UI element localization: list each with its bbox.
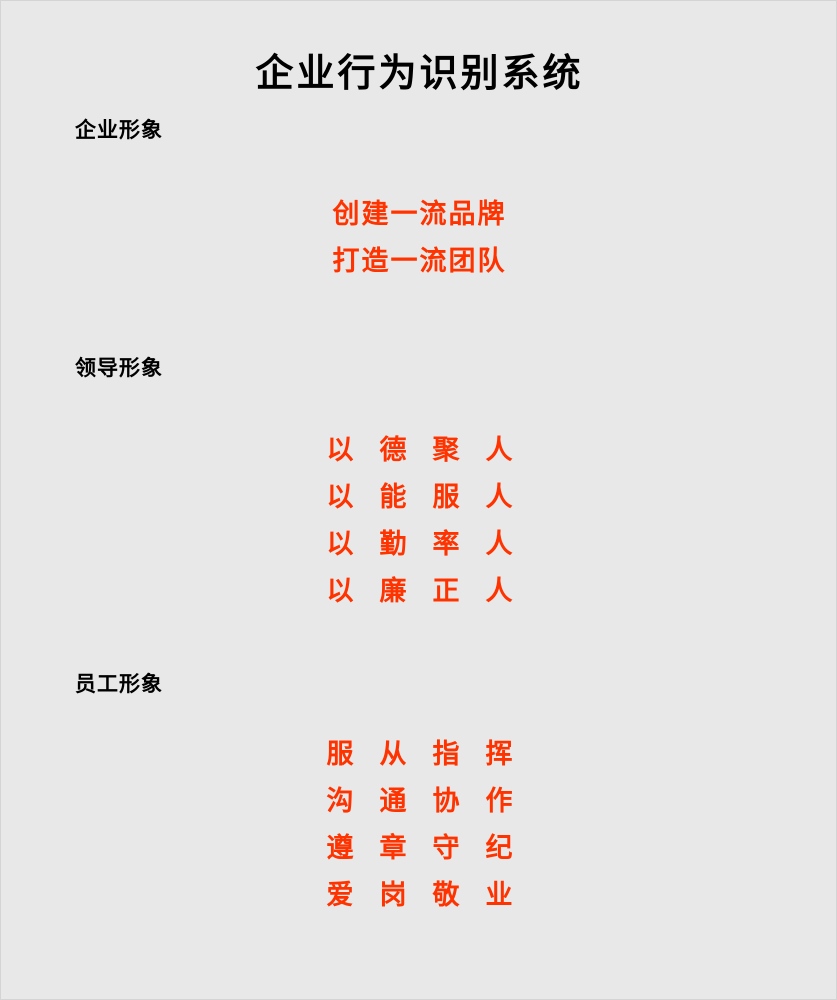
slogan-item: 以德聚人 — [326, 435, 539, 466]
section-heading-leadership-image: 领导形象 — [75, 355, 163, 380]
document-title: 企业行为识别系统 — [255, 51, 584, 95]
slogan-list-corporate-image: 创建一流品牌 打造一流团队 — [1, 191, 836, 285]
slogan-item: 打造一流团队 — [332, 246, 507, 277]
slogan-item: 以勤率人 — [326, 529, 539, 560]
section-heading-employee-image: 员工形象 — [75, 671, 163, 696]
slogan-item: 以廉正人 — [326, 576, 539, 607]
slogan-item: 遵章守纪 — [326, 833, 539, 864]
slogan-item: 创建一流品牌 — [332, 199, 507, 230]
slogan-item: 爱岗敬业 — [326, 880, 539, 911]
slogan-list-leadership-image: 以德聚人 以能服人 以勤率人 以廉正人 — [1, 427, 836, 615]
slogan-item: 服从指挥 — [326, 739, 539, 770]
slogan-item: 以能服人 — [326, 482, 539, 513]
slogan-list-employee-image: 服从指挥 沟通协作 遵章守纪 爱岗敬业 — [1, 731, 836, 919]
slogan-item: 沟通协作 — [326, 786, 539, 817]
section-heading-corporate-image: 企业形象 — [75, 117, 163, 142]
